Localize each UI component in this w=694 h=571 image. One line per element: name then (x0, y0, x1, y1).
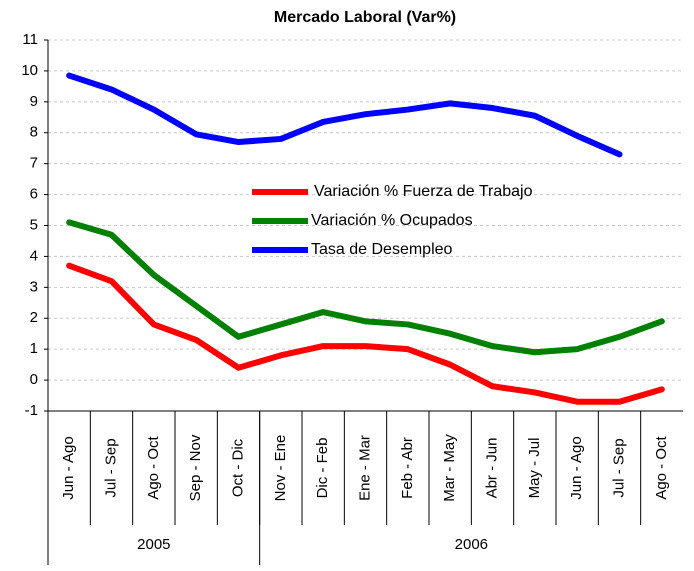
y-tick-label: 9 (30, 93, 38, 110)
x-tick-label: Nov - Ene (272, 435, 289, 502)
x-tick-label: Jul - Sep (610, 438, 627, 497)
y-tick-label: 2 (30, 309, 38, 326)
y-tick-label: 7 (30, 155, 38, 172)
series-line (66, 219, 665, 356)
legend-label: Tasa de Desempleo (311, 241, 453, 258)
x-tick-label: Jun - Ago (568, 436, 585, 499)
x-tick-label: Jul - Sep (102, 438, 119, 497)
y-tick-label: 8 (30, 124, 38, 141)
group-label: 2005 (137, 536, 170, 553)
y-tick-label: -1 (25, 402, 38, 419)
x-tick-label: Oct - Dic (229, 438, 246, 497)
x-tick-label: Ene - Mar (356, 435, 373, 501)
legend-label: Variación % Fuerza de Trabajo (314, 183, 533, 200)
group-label: 2006 (455, 536, 488, 553)
x-tick-label: Ago - Oct (653, 435, 670, 499)
y-tick-label: 11 (22, 31, 38, 48)
y-tick-label: 1 (30, 340, 38, 357)
y-tick-label: 10 (21, 62, 38, 79)
series-line (66, 262, 665, 405)
y-tick-label: 3 (30, 278, 38, 295)
x-tick-label: May - Jul (526, 438, 543, 499)
x-tick-label: Sep - Nov (187, 434, 204, 501)
y-tick-label: 4 (30, 247, 38, 264)
x-tick-label: Mar - May (441, 434, 458, 502)
x-tick-label: Jun - Ago (60, 436, 77, 499)
legend-label: Variación % Ocupados (311, 212, 473, 229)
x-tick-label: Dic - Feb (314, 438, 331, 499)
y-tick-label: 5 (30, 216, 38, 233)
chart-title: Mercado Laboral (Var%) (274, 9, 456, 26)
series-line (66, 72, 623, 158)
x-tick-label: Feb - Abr (399, 437, 416, 499)
y-tick-label: 0 (30, 371, 38, 388)
x-tick-label: Abr - Jun (483, 438, 500, 499)
x-tick-label: Ago - Oct (145, 435, 162, 499)
y-tick-label: 6 (30, 186, 38, 203)
